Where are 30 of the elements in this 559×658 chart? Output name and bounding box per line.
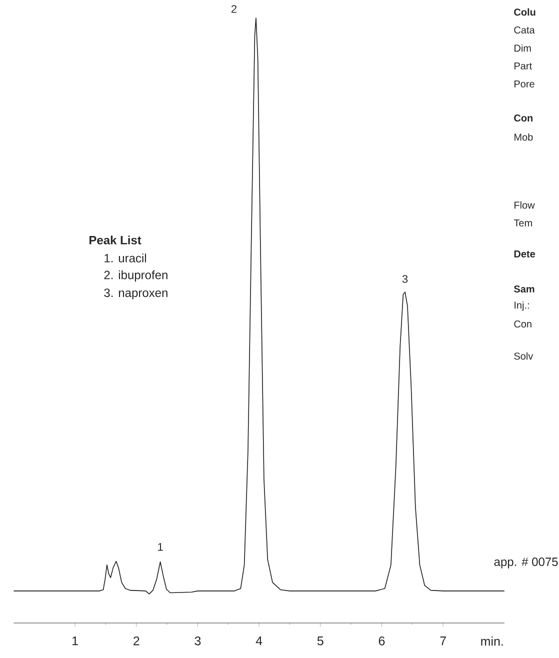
x-axis-title: min. (481, 636, 503, 646)
text: Pore (514, 80, 534, 88)
x-tick-label: 3 (194, 636, 201, 646)
text: Part (514, 62, 532, 70)
annotation: 1. uracil (104, 254, 146, 262)
text: Mob (514, 133, 533, 141)
x-tick-label: 1 (72, 636, 78, 646)
text: Con (514, 114, 533, 122)
annotation: Peak List (89, 236, 142, 244)
x-tick-label: 4 (256, 636, 262, 646)
x-tick-label: 7 (440, 636, 446, 646)
text: Dete (514, 250, 536, 258)
text: Cata (514, 26, 535, 34)
text: Con (514, 320, 532, 328)
x-tick-label: 5 (317, 636, 324, 646)
annotation: 2 (231, 5, 236, 13)
annotation: 2. ibuprofen (104, 270, 168, 282)
text: Dim (514, 44, 531, 52)
x-tick-label: 2 (134, 636, 140, 646)
text: Colu (514, 8, 536, 16)
annotation: app. # 0075 (494, 558, 558, 568)
text: Sam (514, 285, 534, 293)
text: Flow (514, 201, 535, 209)
text: Solv (514, 352, 534, 360)
annotation: 3 (402, 275, 408, 283)
annotation: 3. naproxen (104, 288, 168, 300)
annotation: 1 (158, 543, 163, 551)
x-tick-label: 6 (378, 636, 385, 646)
text: Inj.: (514, 301, 529, 311)
text: Tem (514, 220, 532, 226)
